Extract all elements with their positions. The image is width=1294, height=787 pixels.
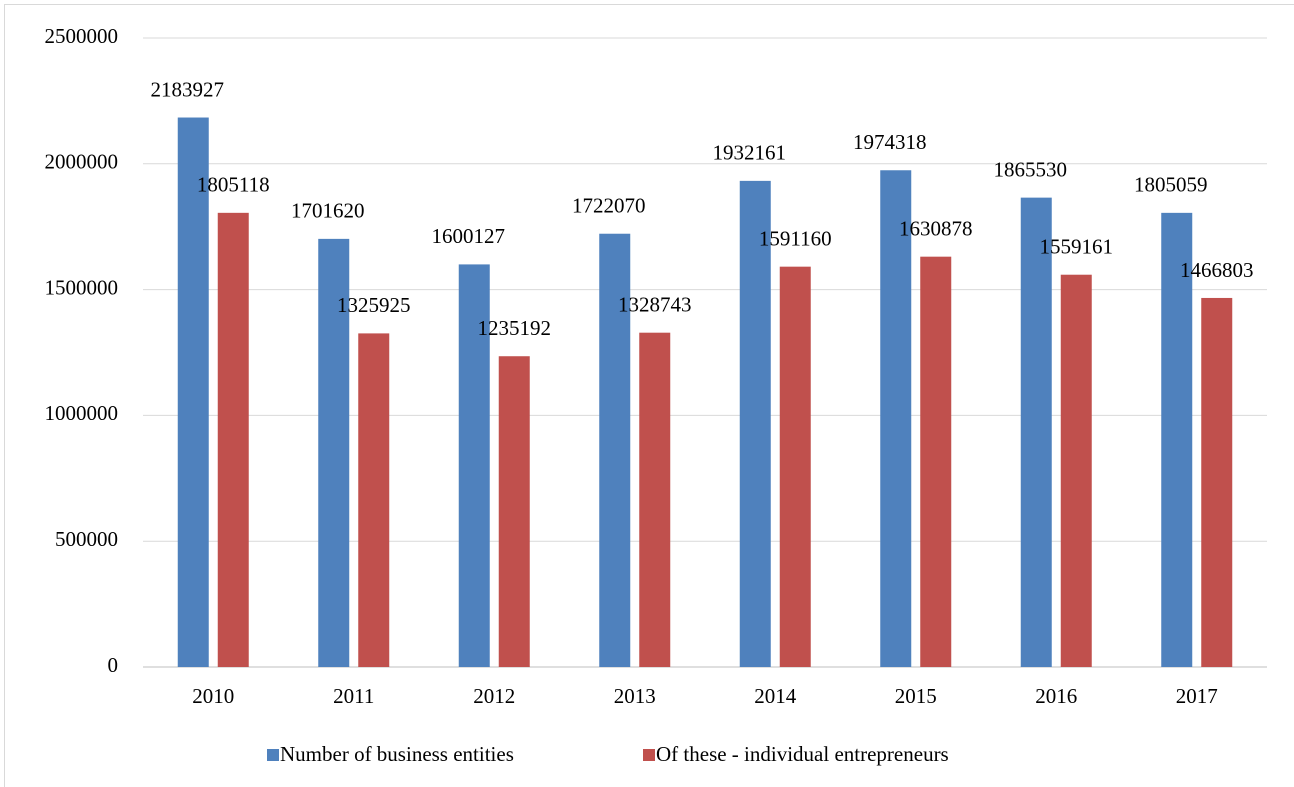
data-label: 1701620 <box>291 199 365 223</box>
x-tick-label: 2013 <box>614 684 656 708</box>
bar <box>177 117 209 667</box>
y-tick-label: 500000 <box>55 527 118 551</box>
data-label: 1559161 <box>1040 235 1114 259</box>
bar <box>639 332 671 667</box>
bar <box>880 170 912 667</box>
chart-frame <box>4 4 1294 787</box>
data-label: 1932161 <box>713 141 787 165</box>
bar <box>217 212 249 667</box>
data-label: 1865530 <box>994 157 1068 181</box>
data-label: 1630878 <box>899 216 973 240</box>
legend-label: Of these - individual entrepreneurs <box>656 742 949 766</box>
bar <box>498 356 530 667</box>
x-tick-label: 2012 <box>473 684 515 708</box>
legend-marker <box>643 749 655 761</box>
data-label: 2183927 <box>151 77 225 101</box>
bar <box>739 180 771 667</box>
y-tick-label: 2500000 <box>45 24 119 48</box>
x-tick-label: 2010 <box>192 684 234 708</box>
data-label: 1805118 <box>197 173 270 197</box>
x-tick-label: 2014 <box>754 684 797 708</box>
y-tick-label: 2000000 <box>45 150 119 174</box>
bar <box>358 333 390 667</box>
data-label: 1235192 <box>478 316 552 340</box>
bar <box>1161 212 1193 667</box>
data-label: 1328743 <box>618 293 692 317</box>
data-label: 1466803 <box>1180 258 1254 282</box>
bar <box>1201 297 1233 667</box>
bar <box>458 264 490 667</box>
legend-marker <box>267 749 279 761</box>
y-tick-label: 0 <box>108 653 119 677</box>
bar <box>599 233 631 668</box>
bar <box>920 256 952 667</box>
data-label: 1974318 <box>853 130 927 154</box>
x-tick-label: 2015 <box>895 684 937 708</box>
data-label: 1722070 <box>572 194 646 218</box>
data-label: 1600127 <box>432 224 506 248</box>
bar <box>318 238 350 667</box>
y-tick-label: 1500000 <box>45 275 119 299</box>
x-tick-label: 2017 <box>1176 684 1218 708</box>
bar <box>1060 274 1092 667</box>
y-tick-label: 1000000 <box>45 401 119 425</box>
x-tick-label: 2016 <box>1035 684 1077 708</box>
data-label: 1325925 <box>337 293 411 317</box>
data-label: 1591160 <box>759 226 832 250</box>
bar <box>779 266 811 667</box>
bar <box>1020 197 1052 668</box>
x-tick-label: 2011 <box>333 684 374 708</box>
legend-label: Number of business entities <box>280 742 514 766</box>
data-label: 1805059 <box>1134 173 1208 197</box>
